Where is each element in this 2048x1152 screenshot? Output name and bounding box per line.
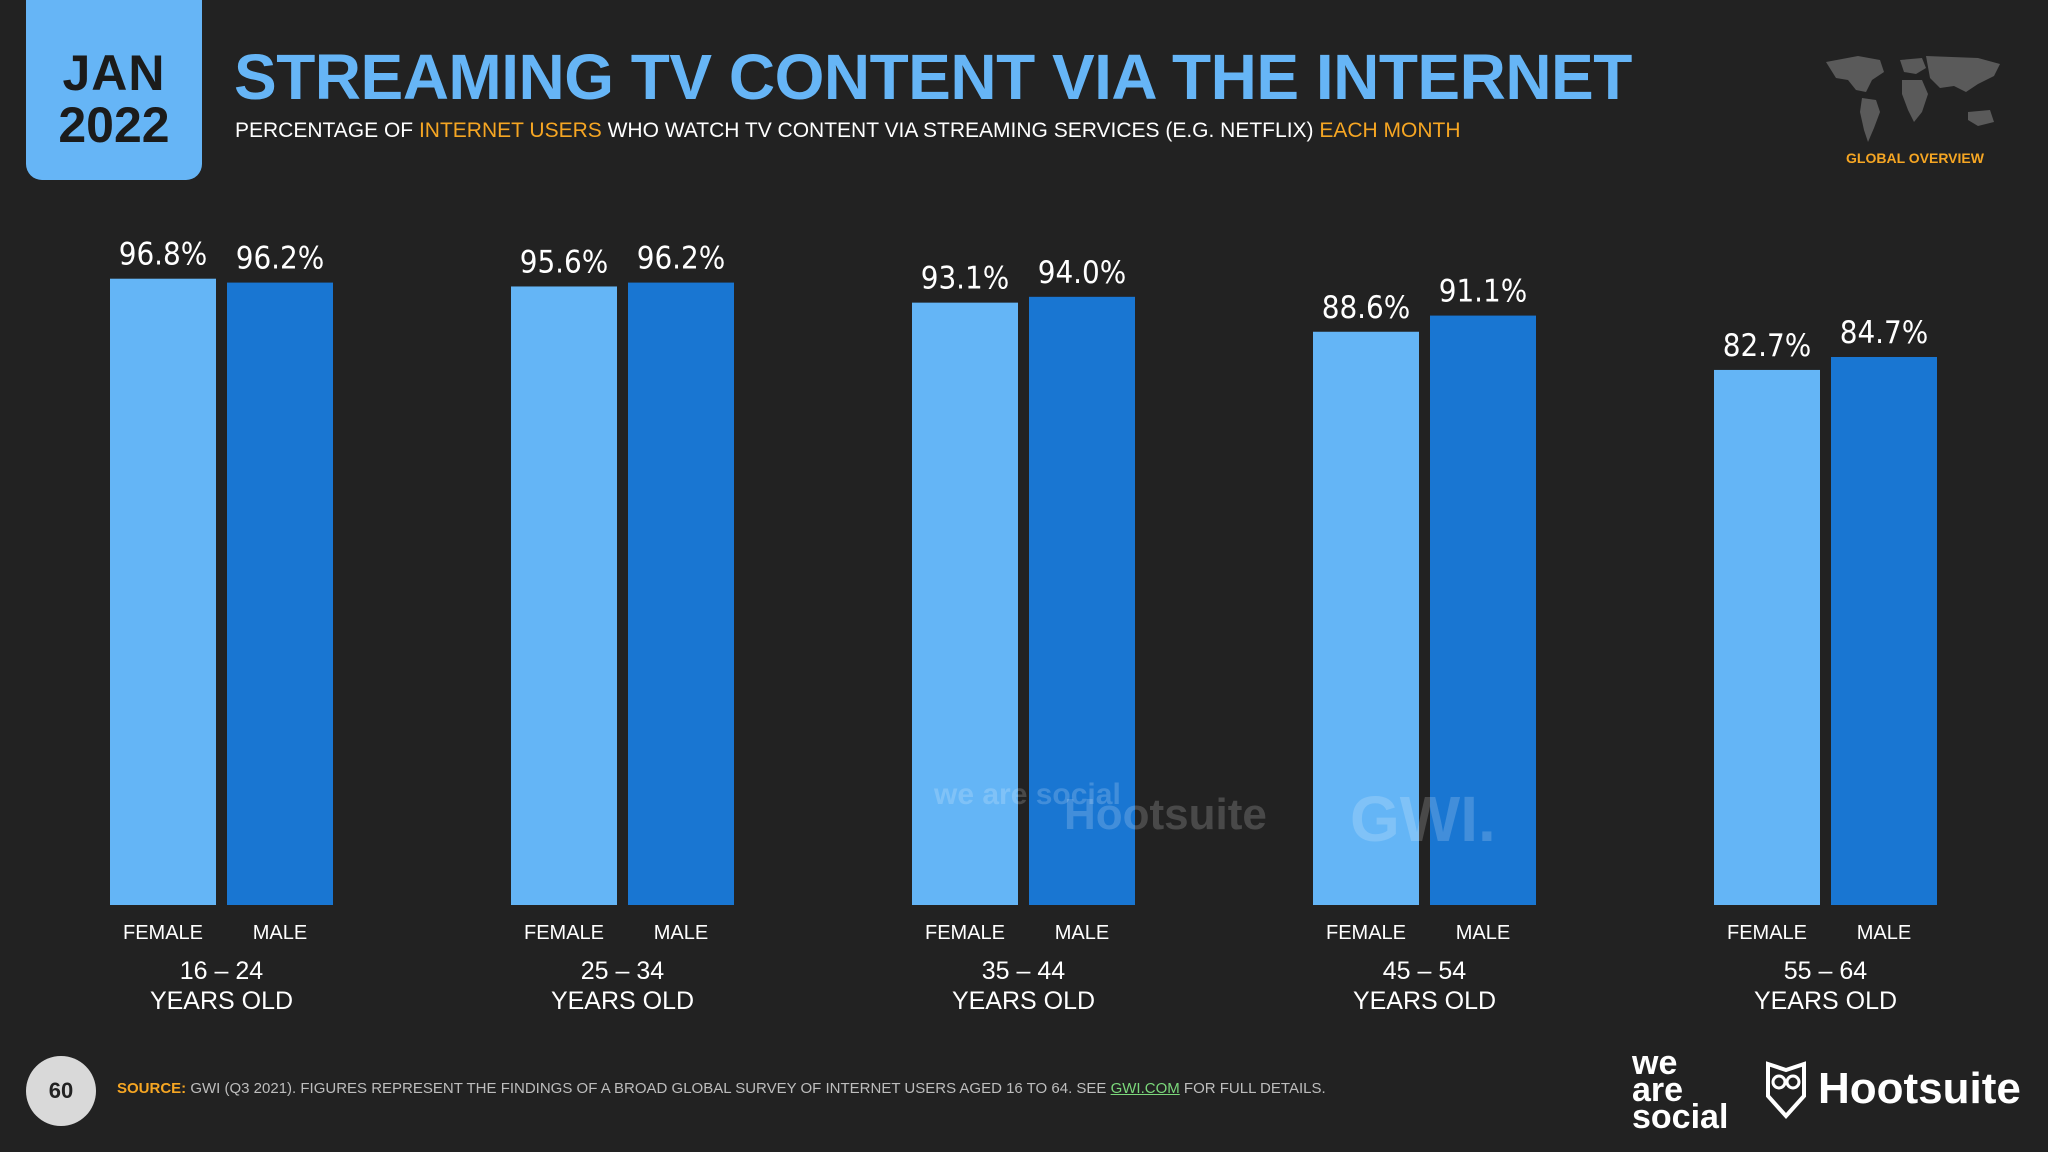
source-text-1: GWI (Q3 2021). FIGURES REPRESENT THE FIN… <box>186 1080 1111 1097</box>
bar-female-2 <box>912 302 1018 905</box>
bar-female-3 <box>1313 331 1419 905</box>
page-subtitle: PERCENTAGE OF INTERNET USERS WHO WATCH T… <box>235 119 1461 143</box>
page-number: 60 <box>26 1056 96 1126</box>
subtitle-highlight-1: INTERNET USERS <box>418 119 602 142</box>
date-year: 2022 <box>58 97 170 153</box>
was-line-1: we <box>1632 1044 1678 1082</box>
owl-icon <box>1766 1061 1806 1119</box>
subtitle-text-1: PERCENTAGE OF <box>235 119 419 142</box>
was-line-2: are <box>1632 1071 1684 1109</box>
bar-male-3 <box>1430 315 1536 905</box>
category-label-2-1: YEARS OLD <box>952 987 1095 1015</box>
series-label-female-0: FEMALE <box>123 922 203 944</box>
series-label-female-1: FEMALE <box>524 922 604 944</box>
category-label-3-1: YEARS OLD <box>1353 987 1496 1015</box>
was-line-3: social <box>1632 1098 1729 1136</box>
page-title: STREAMING TV CONTENT VIA THE INTERNET <box>234 41 1632 113</box>
data-label-female-0: 96.8% <box>119 237 208 273</box>
bar-female-0 <box>110 278 216 906</box>
data-label-male-1: 96.2% <box>637 241 726 277</box>
source-text-2: FOR FULL DETAILS. <box>1179 1080 1326 1097</box>
watermark-hootsuite: Hootsuite <box>1064 790 1267 839</box>
source-note: SOURCE: GWI (Q3 2021). FIGURES REPRESENT… <box>117 1080 1326 1097</box>
bar-female-1 <box>511 286 617 905</box>
bar-male-4 <box>1831 356 1937 906</box>
category-label-0-0: 16 – 24 <box>180 957 264 985</box>
date-badge: JAN 2022 <box>26 0 202 180</box>
watermark-gwi: GWI. <box>1350 783 1496 855</box>
data-label-female-1: 95.6% <box>520 244 609 280</box>
series-label-male-0: MALE <box>253 922 307 944</box>
series-label-male-3: MALE <box>1456 922 1510 944</box>
region-label: GLOBAL OVERVIEW <box>1846 150 1984 166</box>
data-label-female-4: 82.7% <box>1723 328 1812 364</box>
series-label-male-2: MALE <box>1055 922 1109 944</box>
category-label-1-1: YEARS OLD <box>551 987 694 1015</box>
series-label-female-2: FEMALE <box>925 922 1005 944</box>
category-label-3-0: 45 – 54 <box>1383 957 1467 985</box>
data-label-male-2: 94.0% <box>1038 255 1127 291</box>
source-label: SOURCE: <box>117 1080 187 1097</box>
watermark-we-are-social: we are social <box>934 778 1121 811</box>
bar-male-0 <box>227 282 333 905</box>
world-map-icon <box>1818 50 2008 150</box>
category-label-2-0: 35 – 44 <box>982 957 1066 985</box>
data-label-female-3: 88.6% <box>1322 290 1411 326</box>
subtitle-text-2: WHO WATCH TV CONTENT VIA STREAMING SERVI… <box>601 119 1320 142</box>
category-label-1-0: 25 – 34 <box>581 957 665 985</box>
source-link[interactable]: GWI.COM <box>1110 1080 1180 1097</box>
subtitle-highlight-2: EACH MONTH <box>1319 119 1461 142</box>
bar-male-2 <box>1029 296 1135 905</box>
hootsuite-wordmark: Hootsuite <box>1818 1064 2021 1113</box>
bar-female-4 <box>1714 369 1820 905</box>
data-label-female-2: 93.1% <box>921 261 1010 297</box>
date-month: JAN <box>62 45 166 101</box>
series-label-female-4: FEMALE <box>1727 922 1807 944</box>
data-label-male-4: 84.7% <box>1840 315 1929 351</box>
series-label-female-3: FEMALE <box>1326 922 1406 944</box>
bar-male-1 <box>628 282 734 905</box>
hootsuite-logo: Hootsuite <box>1764 1060 2021 1120</box>
series-label-male-4: MALE <box>1857 922 1911 944</box>
category-label-0-1: YEARS OLD <box>150 987 293 1015</box>
series-label-male-1: MALE <box>654 922 708 944</box>
data-label-male-3: 91.1% <box>1439 274 1528 310</box>
category-label-4-1: YEARS OLD <box>1754 987 1897 1015</box>
we-are-social-logo: we are social <box>1632 1044 1729 1136</box>
category-label-4-0: 55 – 64 <box>1784 957 1868 985</box>
data-label-male-0: 96.2% <box>236 241 325 277</box>
